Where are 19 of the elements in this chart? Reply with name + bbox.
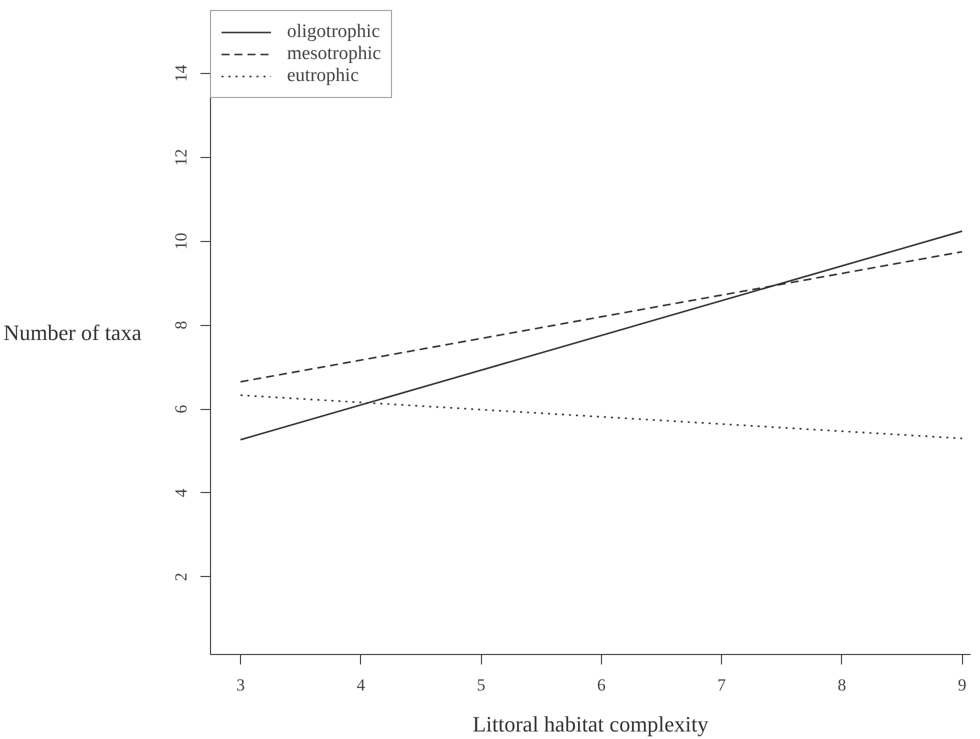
x-tick-label: 8 [838, 676, 846, 694]
y-axis-title: Number of taxa [3, 320, 142, 345]
x-tick-label: 3 [236, 676, 245, 694]
legend-label: eutrophic [287, 65, 359, 87]
legend-label: mesotrophic [287, 43, 381, 65]
x-tick-label: 9 [958, 676, 966, 694]
y-tick-label: 14 [172, 64, 190, 82]
y-tick-label: 6 [172, 404, 190, 414]
y-tick-label: 8 [172, 320, 190, 330]
y-tick-label: 10 [172, 232, 190, 250]
legend-label: oligotrophic [287, 21, 380, 43]
x-tick-label: 6 [597, 676, 606, 694]
y-tick-label: 12 [172, 148, 190, 166]
x-axis-title: Littoral habitat complexity [472, 712, 708, 736]
x-tick-label: 7 [717, 676, 726, 694]
y-tick-label: 2 [172, 572, 190, 582]
x-tick-label: 4 [356, 676, 366, 694]
x-tick-label: 5 [476, 676, 486, 694]
y-tick-label: 4 [172, 488, 190, 498]
